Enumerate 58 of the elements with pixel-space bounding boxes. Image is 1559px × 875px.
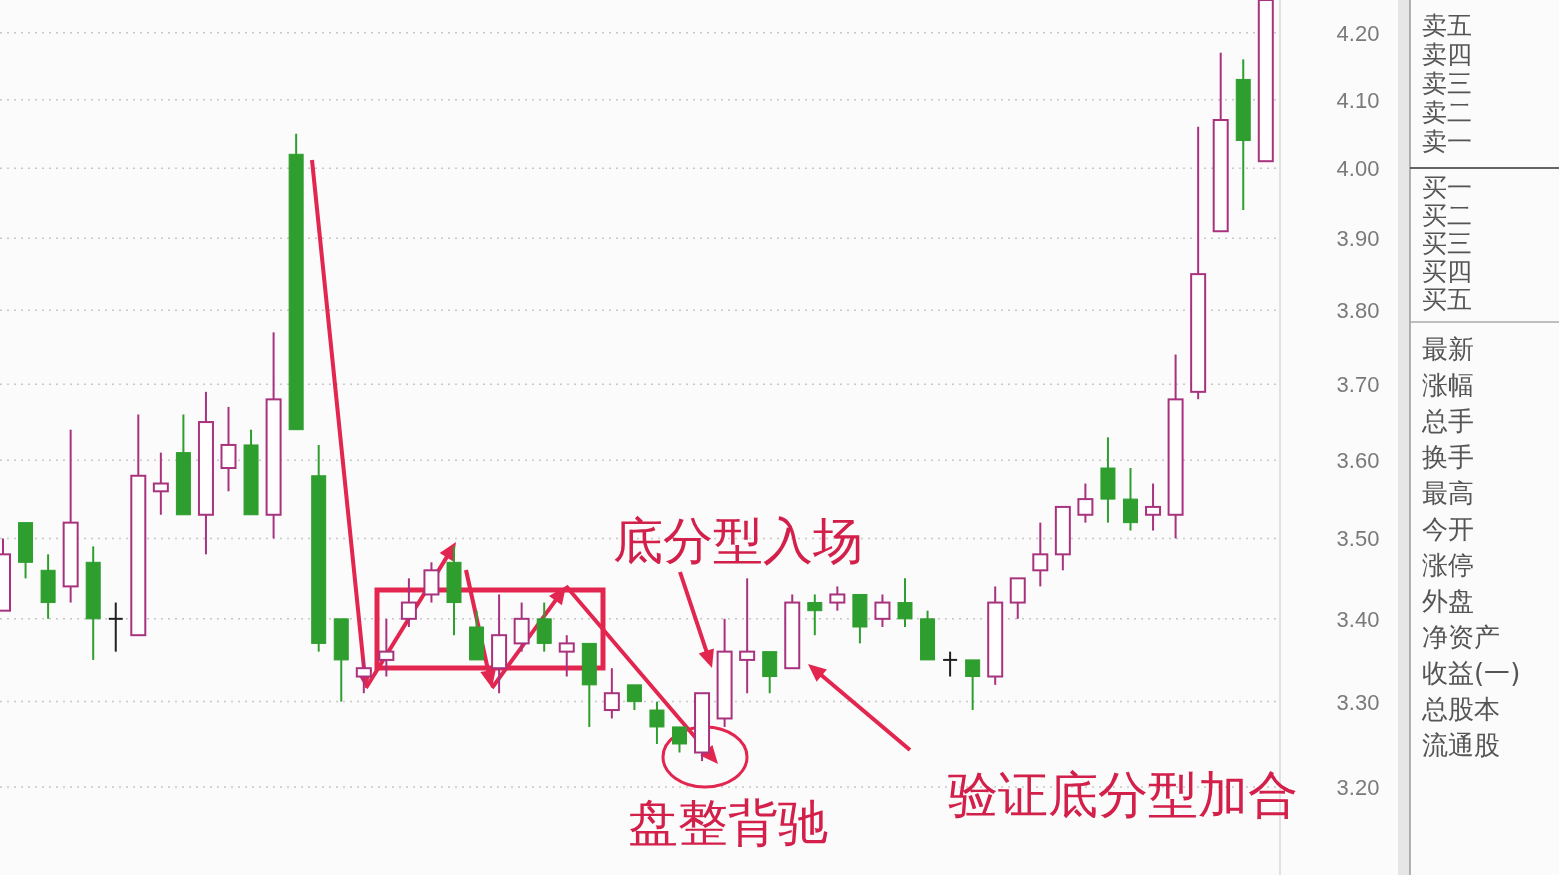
- text: 卖一: [1422, 127, 1472, 156]
- candlestick: [829, 585, 846, 612]
- y-tick-label: 4.20: [1336, 20, 1380, 46]
- text: 卖四: [1422, 40, 1472, 69]
- candlestick: [1123, 467, 1138, 532]
- text: 买一: [1422, 173, 1472, 202]
- candlestick: [603, 667, 620, 720]
- annotation: 底分型入场: [613, 512, 863, 570]
- candlestick: [626, 683, 642, 712]
- text: 卖三: [1422, 69, 1472, 98]
- candlestick: [220, 405, 237, 493]
- candlestick: [897, 577, 913, 628]
- text: 最新: [1422, 334, 1474, 364]
- candlestick: [1032, 521, 1049, 588]
- candlestick: [672, 725, 687, 754]
- text: 卖五: [1422, 11, 1472, 40]
- text: 收益(一): [1422, 658, 1521, 688]
- candlestick: [965, 658, 981, 712]
- text: 换手: [1422, 442, 1474, 472]
- text: 涨幅: [1422, 370, 1474, 400]
- candlestick: [378, 617, 395, 678]
- y-tick-label: 3.30: [1336, 689, 1380, 715]
- candlestick: [355, 658, 372, 695]
- text: 流通股: [1422, 730, 1500, 760]
- candlestick: [1145, 482, 1162, 532]
- candlestick: [942, 650, 959, 678]
- y-tick-label: 3.20: [1336, 774, 1380, 800]
- y-tick-label: 3.70: [1336, 372, 1380, 398]
- text: 买二: [1422, 201, 1472, 230]
- y-tick-label: 3.40: [1336, 606, 1380, 632]
- y-tick-label: 3.60: [1336, 448, 1380, 474]
- candlestick: [152, 451, 169, 516]
- text: 今开: [1422, 514, 1474, 544]
- candlestick: [649, 700, 665, 745]
- candlestick: [107, 601, 124, 653]
- text: 卖二: [1422, 98, 1472, 127]
- y-tick-label: 4.00: [1336, 156, 1380, 182]
- candlestick: [739, 577, 756, 695]
- annotation: 盘整背驰: [628, 794, 828, 852]
- text: 买三: [1422, 229, 1472, 258]
- candlestick: [874, 593, 891, 628]
- text: 买五: [1422, 285, 1472, 314]
- annotation: 验证底分型加合: [948, 766, 1298, 824]
- text: 净资产: [1422, 622, 1500, 652]
- text: 买四: [1422, 257, 1472, 286]
- y-tick-label: 4.10: [1336, 87, 1380, 113]
- text: 涨停: [1422, 550, 1474, 580]
- text: 外盘: [1422, 586, 1474, 616]
- text: 最高: [1422, 478, 1474, 508]
- text: 总手: [1421, 406, 1474, 436]
- candlestick: [807, 593, 823, 637]
- y-tick-label: 3.80: [1336, 298, 1380, 324]
- y-tick-label: 3.50: [1336, 526, 1380, 552]
- y-tick-label: 3.90: [1336, 226, 1380, 252]
- candlestick: [400, 577, 417, 628]
- candlestick: [558, 634, 575, 678]
- candlestick: [1077, 482, 1094, 524]
- text: 总股本: [1421, 694, 1500, 724]
